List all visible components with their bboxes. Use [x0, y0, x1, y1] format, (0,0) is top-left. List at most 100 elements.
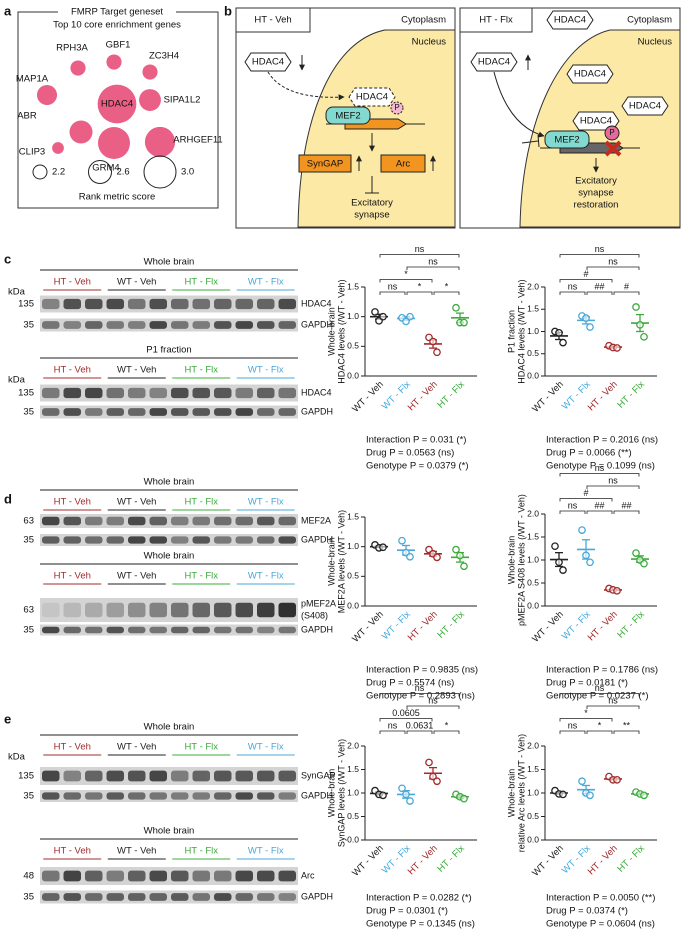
stat: Drug P = 0.0563 (ns) [366, 448, 454, 459]
hdac4: HDAC4 [629, 101, 661, 112]
x-tick-label: HT - Flx [615, 609, 647, 641]
point [555, 328, 563, 337]
band [192, 516, 210, 526]
block [604, 140, 622, 157]
y-tick-label: 0.5 [527, 811, 539, 821]
point [402, 317, 410, 326]
band [128, 321, 146, 329]
legend-label: 3.0 [181, 167, 194, 178]
band [235, 893, 253, 901]
bracket [433, 291, 460, 295]
bracket [559, 718, 613, 722]
band [192, 321, 210, 329]
arc-box [380, 154, 426, 173]
bubble [52, 142, 64, 154]
kda: kDa [8, 752, 26, 763]
point [640, 791, 648, 800]
band [278, 387, 296, 399]
band [257, 602, 275, 618]
band [257, 870, 275, 882]
band [171, 770, 189, 782]
blot-strip [40, 534, 298, 546]
y-tick-label: 0.0 [347, 834, 359, 844]
x-tick-label: WT - Veh [350, 379, 386, 415]
band [128, 792, 146, 800]
point [452, 545, 460, 554]
bracket [559, 254, 640, 258]
legend-label: 2.2 [52, 167, 65, 178]
band [171, 387, 189, 399]
y-tick-label: 2.0 [527, 740, 539, 750]
y-tick-label: 0.5 [347, 341, 359, 351]
x-tick-label: HT - Flx [435, 843, 467, 875]
band [278, 516, 296, 526]
point [586, 323, 594, 331]
y-axis-title: relative Arc levels (/WT - Veh) [516, 734, 526, 852]
blot-strip [40, 295, 298, 313]
stat: Genotype P = 0.0379 (*) [366, 461, 469, 472]
band [63, 870, 81, 882]
marker: 35 [23, 892, 34, 903]
band [257, 298, 275, 310]
y-tick-label: 1.5 [527, 531, 539, 541]
band [235, 602, 253, 618]
y-axis-title: Whole-brain [326, 307, 336, 356]
band [63, 387, 81, 399]
bracket [406, 291, 433, 295]
band-label: MEF2A [301, 515, 331, 525]
y-axis-title: P1 fraction [506, 310, 516, 353]
band [128, 870, 146, 882]
x-tick-label: HT - Veh [586, 843, 620, 877]
band [128, 893, 146, 901]
cytoplasm: Cytoplasm [627, 15, 672, 26]
band [149, 298, 167, 310]
group-label: HT - Flx [184, 742, 218, 753]
hdac4-hex [546, 10, 594, 30]
point [429, 337, 437, 346]
point [578, 777, 586, 786]
bracket-label: # [624, 281, 629, 291]
band [278, 536, 296, 544]
hdac4-hex [566, 64, 614, 84]
bracket-label: ns [608, 256, 618, 266]
band [106, 602, 124, 618]
inhibition [537, 134, 540, 148]
band [85, 516, 103, 526]
band [192, 792, 210, 800]
bubble-label: RPH3A [56, 43, 88, 54]
mef2 [544, 130, 590, 149]
band [149, 792, 167, 800]
stat: Genotype P = 0.1099 (ns) [546, 461, 655, 472]
band [171, 792, 189, 800]
stat: Interaction P = 0.1786 (ns) [546, 665, 658, 676]
band [214, 893, 232, 901]
x-tick-label: HT - Flx [435, 379, 467, 411]
band [63, 893, 81, 901]
point [406, 797, 414, 805]
y-tick-label: 0.0 [347, 370, 359, 380]
band [149, 536, 167, 544]
point [632, 303, 640, 311]
bracket [613, 730, 640, 734]
band [42, 408, 60, 416]
group-label: WT - Flx [248, 497, 284, 508]
band [171, 298, 189, 310]
group-label: WT - Flx [248, 846, 284, 857]
band [214, 770, 232, 782]
group-label: HT - Veh [54, 846, 91, 857]
stat: Genotype P = 0.0604 (ns) [546, 919, 655, 929]
y-axis-title: Whole-brain [326, 537, 336, 586]
point [582, 551, 590, 560]
band [214, 298, 232, 310]
group-label: WT - Veh [117, 846, 156, 857]
stat: Drug P = 0.0374 (*) [546, 906, 628, 917]
band [85, 602, 103, 618]
bracket-label: * [598, 720, 602, 730]
arrow [493, 71, 545, 138]
band [42, 626, 60, 634]
band [106, 298, 124, 310]
band [257, 321, 275, 329]
band [85, 408, 103, 416]
bracket-label: ns [388, 281, 398, 291]
